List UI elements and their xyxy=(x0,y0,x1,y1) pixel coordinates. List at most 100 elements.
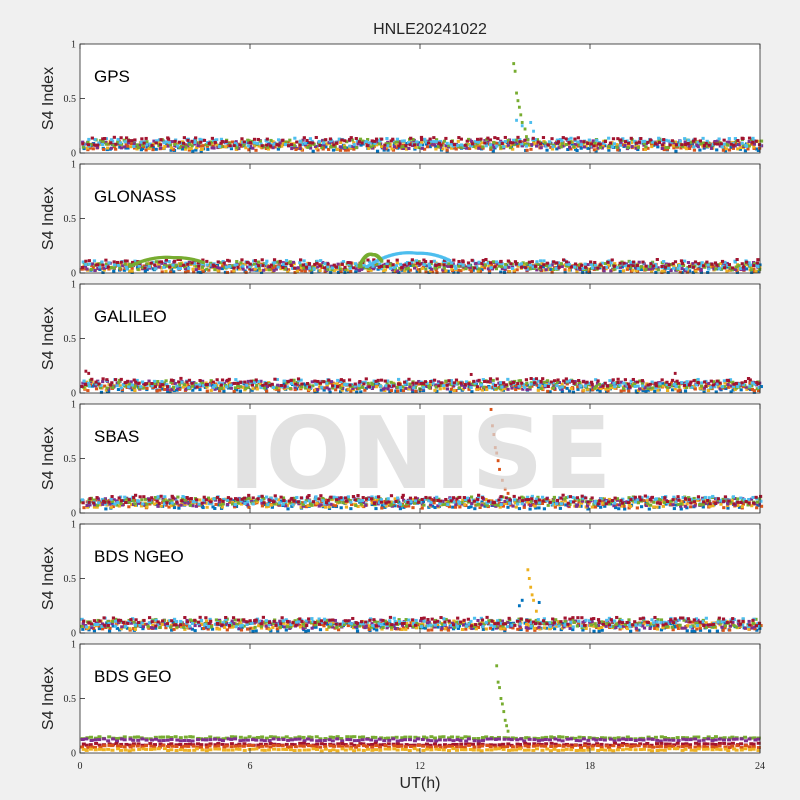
data-point xyxy=(718,144,722,148)
data-point xyxy=(439,262,444,266)
data-point xyxy=(491,149,495,153)
data-point xyxy=(112,269,116,273)
data-point xyxy=(119,136,123,140)
data-point xyxy=(339,506,343,510)
data-point xyxy=(654,270,658,274)
data-point xyxy=(510,384,515,388)
data-point xyxy=(503,140,507,144)
data-point xyxy=(577,379,581,383)
data-point xyxy=(681,502,685,506)
data-point xyxy=(366,137,370,141)
data-point xyxy=(428,145,432,149)
data-point xyxy=(726,502,730,506)
data-point xyxy=(374,137,379,141)
data-point xyxy=(102,266,106,270)
data-point xyxy=(257,266,261,270)
data-point xyxy=(169,148,173,152)
data-point xyxy=(397,144,401,148)
data-point xyxy=(437,262,441,266)
data-point xyxy=(143,269,147,273)
data-point xyxy=(304,499,308,503)
data-point xyxy=(131,260,135,264)
data-point xyxy=(235,262,239,266)
data-point xyxy=(122,499,126,503)
data-point xyxy=(211,505,215,509)
data-point xyxy=(666,145,671,149)
data-point xyxy=(313,379,317,383)
data-point xyxy=(284,258,289,262)
data-point xyxy=(295,140,299,144)
data-point xyxy=(712,264,716,268)
data-point xyxy=(185,380,189,384)
data-point xyxy=(525,148,529,152)
data-point xyxy=(451,505,455,509)
data-point xyxy=(669,381,674,385)
data-point xyxy=(217,500,221,504)
data-point xyxy=(194,148,198,152)
data-point xyxy=(419,135,424,139)
data-point xyxy=(752,142,757,146)
data-point xyxy=(328,137,333,141)
data-point xyxy=(543,384,548,388)
data-point xyxy=(514,505,518,509)
data-point xyxy=(556,378,560,382)
data-point xyxy=(540,262,544,266)
data-point xyxy=(246,500,250,504)
data-point xyxy=(383,379,387,383)
data-point xyxy=(132,144,136,148)
data-point xyxy=(95,146,99,150)
data-point xyxy=(149,501,154,505)
data-point xyxy=(461,260,465,264)
data-point xyxy=(385,265,389,269)
data-point xyxy=(552,260,556,264)
data-point xyxy=(563,268,567,272)
data-point xyxy=(536,379,540,383)
data-point xyxy=(179,376,183,380)
data-point xyxy=(631,264,635,268)
data-point xyxy=(518,140,522,144)
data-point xyxy=(432,136,436,140)
data-point xyxy=(496,137,500,141)
data-point xyxy=(516,382,520,386)
data-point xyxy=(248,146,252,150)
data-point xyxy=(569,265,574,269)
data-point xyxy=(415,140,419,144)
data-point xyxy=(299,263,303,267)
data-point xyxy=(692,496,696,500)
data-point xyxy=(169,270,173,274)
data-point xyxy=(429,262,433,266)
data-point xyxy=(509,262,513,266)
data-point xyxy=(239,502,244,506)
data-point xyxy=(87,259,91,263)
data-point xyxy=(254,498,259,502)
data-point xyxy=(207,141,211,145)
spike-point xyxy=(469,372,473,376)
data-point xyxy=(748,384,752,388)
data-point xyxy=(397,500,401,504)
data-point xyxy=(520,142,524,146)
data-point xyxy=(542,263,546,267)
data-point xyxy=(693,387,697,391)
data-point xyxy=(394,389,398,393)
data-point xyxy=(605,384,610,388)
data-point xyxy=(246,386,250,390)
data-point xyxy=(238,143,242,147)
data-point xyxy=(81,381,85,385)
data-point xyxy=(226,144,230,148)
data-point xyxy=(144,382,149,386)
data-point xyxy=(632,260,636,264)
data-point xyxy=(411,144,415,148)
data-point xyxy=(550,147,555,151)
data-point xyxy=(458,261,462,265)
data-point xyxy=(253,259,257,263)
data-point xyxy=(323,270,327,274)
data-point xyxy=(466,265,470,269)
data-point xyxy=(463,503,467,507)
data-point xyxy=(312,267,316,271)
data-point xyxy=(714,267,718,271)
data-point xyxy=(737,143,741,147)
data-point xyxy=(281,138,285,142)
data-point xyxy=(222,382,226,386)
data-point xyxy=(84,259,88,263)
data-point xyxy=(545,148,549,152)
